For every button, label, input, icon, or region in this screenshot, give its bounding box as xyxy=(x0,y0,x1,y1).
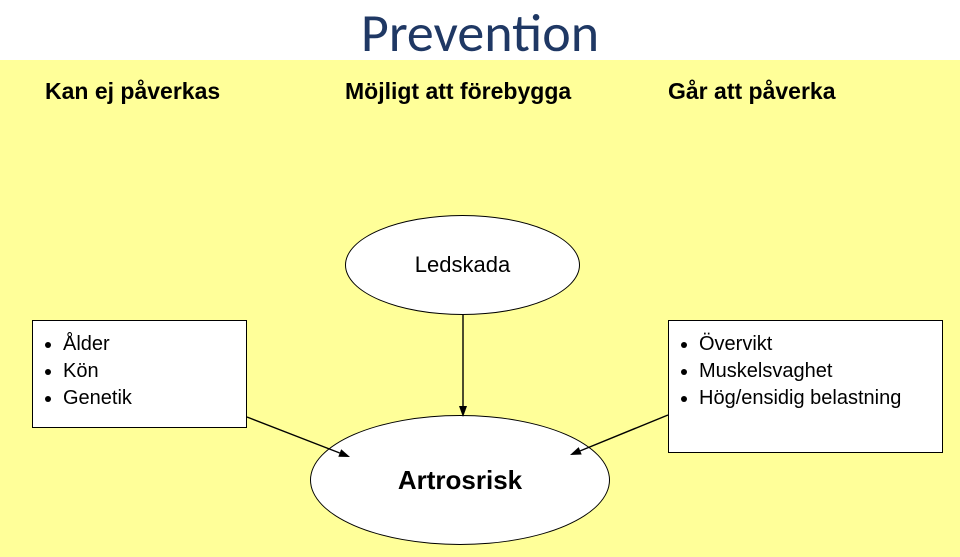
ledskada-label: Ledskada xyxy=(415,252,510,278)
right-box-item: Muskelsvaghet xyxy=(699,360,928,383)
right-box-item: Övervikt xyxy=(699,333,928,356)
right-box: Övervikt Muskelsvaghet Hög/ensidig belas… xyxy=(668,320,943,453)
col-heading-middle: Möjligt att förebygga xyxy=(345,78,571,105)
col-heading-left: Kan ej påverkas xyxy=(45,78,220,105)
col-heading-right: Går att påverka xyxy=(668,78,835,105)
ledskada-ellipse: Ledskada xyxy=(345,215,580,315)
left-box-item: Genetik xyxy=(63,387,232,410)
page-title: Prevention xyxy=(0,0,960,66)
right-box-list: Övervikt Muskelsvaghet Hög/ensidig belas… xyxy=(699,333,928,410)
left-box-item: Kön xyxy=(63,360,232,383)
left-box: Ålder Kön Genetik xyxy=(32,320,247,428)
left-box-list: Ålder Kön Genetik xyxy=(63,333,232,410)
artrosrisk-ellipse: Artrosrisk xyxy=(310,415,610,545)
left-box-item: Ålder xyxy=(63,333,232,356)
artrosrisk-label: Artrosrisk xyxy=(398,465,522,496)
right-box-item: Hög/ensidig belastning xyxy=(699,387,928,410)
